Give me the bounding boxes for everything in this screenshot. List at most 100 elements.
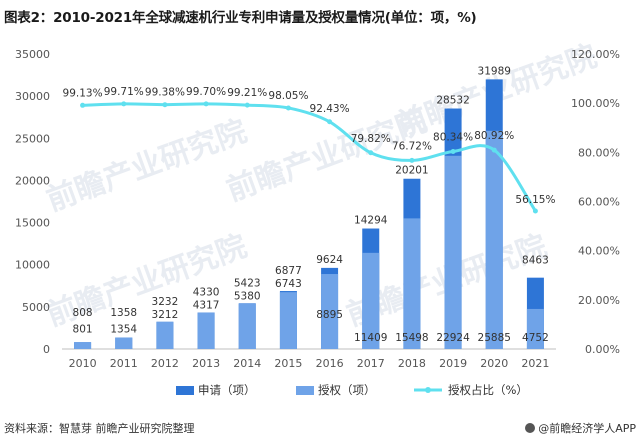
label-ratio: 99.38% <box>145 87 185 99</box>
y-tick-right: 40.00% <box>578 245 620 258</box>
label-grant: 22924 <box>436 332 470 344</box>
y-tick-left: 25000 <box>15 132 50 145</box>
label-apply: 5423 <box>234 277 261 289</box>
label-grant: 25885 <box>478 332 511 344</box>
legend-label: 授权占比（%） <box>448 383 528 397</box>
label-apply: 20201 <box>395 165 428 177</box>
label-apply: 14294 <box>354 215 388 227</box>
legend-swatch <box>296 386 314 395</box>
label-apply: 808 <box>73 307 93 319</box>
label-ratio: 92.43% <box>310 103 350 115</box>
ratio-line <box>80 101 538 214</box>
y-tick-left: 5000 <box>22 301 50 314</box>
source-note: 资料来源：智慧芽 前瞻产业研究院整理 <box>4 422 195 435</box>
ratio-point <box>409 157 415 163</box>
bar-grant <box>279 292 297 349</box>
y-tick-left: 30000 <box>15 90 50 103</box>
label-apply: 9624 <box>316 254 343 266</box>
label-apply: 8463 <box>522 255 549 267</box>
ratio-point <box>327 119 333 125</box>
label-ratio: 99.70% <box>186 86 226 98</box>
ratio-point <box>80 102 86 108</box>
watermark-text: 前瞻产业研究院 <box>42 114 251 219</box>
label-apply: 3232 <box>152 296 179 308</box>
label-grant: 4317 <box>193 300 220 312</box>
ratio-point <box>532 208 538 214</box>
label-apply: 4330 <box>193 287 220 299</box>
x-tick-label: 2012 <box>151 357 179 370</box>
ratio-point <box>121 101 127 107</box>
brand-logo-icon <box>525 423 536 433</box>
label-ratio: 99.13% <box>63 87 103 99</box>
y-tick-left: 20000 <box>15 174 50 187</box>
x-tick-label: 2018 <box>398 357 426 370</box>
x-tick-label: 2021 <box>521 357 549 370</box>
axes: 0 5000 10000 15000 20000 25000 30000 35000 0.00%… <box>15 48 620 370</box>
chart-title: 图表2：2010-2021年全球减速机行业专利申请量及授权量情况(单位：项，%) <box>4 10 477 26</box>
bar-grant <box>444 155 462 349</box>
brand-text: @前瞻经济学人APP <box>538 422 636 435</box>
label-grant: 1354 <box>110 324 137 336</box>
x-tick-label: 2020 <box>480 357 508 370</box>
y-tick-right: 80.00% <box>578 146 620 159</box>
bars <box>74 79 544 350</box>
label-ratio: 98.05% <box>268 90 308 102</box>
x-tick-label: 2010 <box>69 357 97 370</box>
label-apply: 28532 <box>436 95 469 107</box>
label-ratio: 99.21% <box>227 87 267 99</box>
ratio-point <box>491 147 497 153</box>
y-tick-right: 60.00% <box>578 196 620 209</box>
bar-grant <box>197 312 215 349</box>
y-tick-left: 0 <box>43 343 50 356</box>
bar-grant <box>238 303 256 349</box>
y-tick-left: 15000 <box>15 217 50 230</box>
legend-swatch-marker <box>425 387 431 393</box>
y-tick-right: 0.00% <box>585 343 620 356</box>
bar-grant <box>74 342 92 349</box>
ratio-point <box>450 148 456 154</box>
ratio-point <box>285 105 291 111</box>
label-ratio: 99.71% <box>104 86 144 98</box>
legend: 申请（项） 授权（项） 授权占比（%） <box>176 383 528 397</box>
label-grant: 6743 <box>275 278 302 290</box>
ratio-point <box>162 102 168 108</box>
bar-grant <box>362 252 380 349</box>
label-grant: 3212 <box>152 309 179 321</box>
ratio-point <box>244 102 250 108</box>
x-tick-label: 2016 <box>316 357 344 370</box>
legend-label: 申请（项） <box>198 383 256 397</box>
legend-label: 授权（项） <box>318 383 376 397</box>
y-tick-left: 10000 <box>15 259 50 272</box>
label-apply: 31989 <box>478 65 511 77</box>
bar-grant <box>526 308 544 349</box>
bar-grant <box>403 218 421 349</box>
label-ratio: 80.34% <box>433 131 473 143</box>
ratio-point <box>203 101 209 107</box>
bar-grant <box>156 321 174 349</box>
bar-grant <box>115 337 133 349</box>
bar-grant <box>485 130 503 349</box>
label-grant: 801 <box>73 324 93 336</box>
y-tick-right: 120.00% <box>571 48 620 61</box>
legend-swatch <box>176 386 194 395</box>
x-tick-label: 2014 <box>233 357 261 370</box>
x-tick-label: 2015 <box>274 357 302 370</box>
label-grant: 8895 <box>316 309 343 321</box>
label-grant: 11409 <box>354 332 387 344</box>
y-tick-right: 100.00% <box>571 97 620 110</box>
brand-note: @前瞻经济学人APP <box>525 420 636 436</box>
y-tick-left: 35000 <box>15 48 50 61</box>
label-ratio: 80.92% <box>474 130 514 142</box>
x-tick-label: 2011 <box>110 357 138 370</box>
x-tick-label: 2013 <box>192 357 220 370</box>
x-tick-label: 2019 <box>439 357 467 370</box>
label-grant: 4752 <box>522 332 549 344</box>
label-grant: 5380 <box>234 290 261 302</box>
label-ratio: 56.15% <box>515 194 555 206</box>
x-tick-label: 2017 <box>357 357 385 370</box>
y-tick-right: 20.00% <box>578 294 620 307</box>
label-ratio: 79.82% <box>351 133 391 145</box>
label-apply: 6877 <box>275 265 302 277</box>
